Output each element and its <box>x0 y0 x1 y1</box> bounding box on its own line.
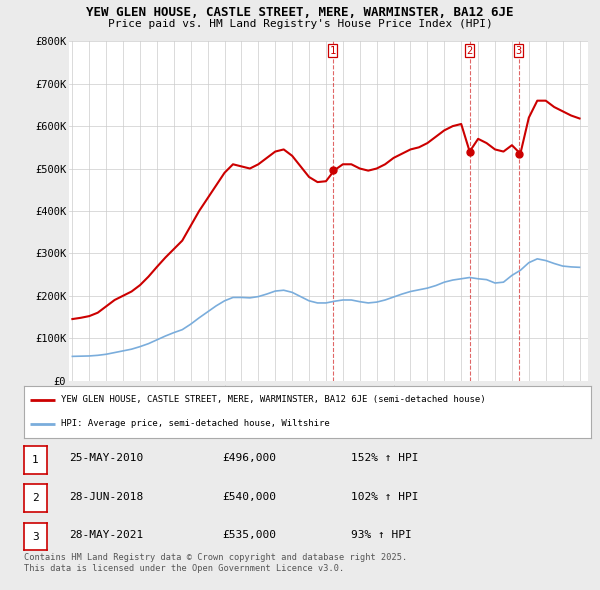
Text: £540,000: £540,000 <box>222 491 276 502</box>
Text: 3: 3 <box>32 532 39 542</box>
Text: 1: 1 <box>32 455 39 465</box>
Text: YEW GLEN HOUSE, CASTLE STREET, MERE, WARMINSTER, BA12 6JE (semi-detached house): YEW GLEN HOUSE, CASTLE STREET, MERE, WAR… <box>61 395 485 404</box>
Text: 102% ↑ HPI: 102% ↑ HPI <box>351 491 419 502</box>
Text: 2: 2 <box>32 493 39 503</box>
Text: 93% ↑ HPI: 93% ↑ HPI <box>351 530 412 540</box>
Text: Price paid vs. HM Land Registry's House Price Index (HPI): Price paid vs. HM Land Registry's House … <box>107 19 493 29</box>
Text: Contains HM Land Registry data © Crown copyright and database right 2025.
This d: Contains HM Land Registry data © Crown c… <box>24 553 407 573</box>
Text: 28-MAY-2021: 28-MAY-2021 <box>69 530 143 540</box>
Text: 2: 2 <box>467 45 473 55</box>
Text: 28-JUN-2018: 28-JUN-2018 <box>69 491 143 502</box>
Text: £496,000: £496,000 <box>222 453 276 463</box>
Text: £535,000: £535,000 <box>222 530 276 540</box>
Text: HPI: Average price, semi-detached house, Wiltshire: HPI: Average price, semi-detached house,… <box>61 419 329 428</box>
Text: YEW GLEN HOUSE, CASTLE STREET, MERE, WARMINSTER, BA12 6JE: YEW GLEN HOUSE, CASTLE STREET, MERE, WAR… <box>86 6 514 19</box>
Text: 3: 3 <box>515 45 522 55</box>
Text: 25-MAY-2010: 25-MAY-2010 <box>69 453 143 463</box>
Text: 152% ↑ HPI: 152% ↑ HPI <box>351 453 419 463</box>
Text: 1: 1 <box>329 45 336 55</box>
